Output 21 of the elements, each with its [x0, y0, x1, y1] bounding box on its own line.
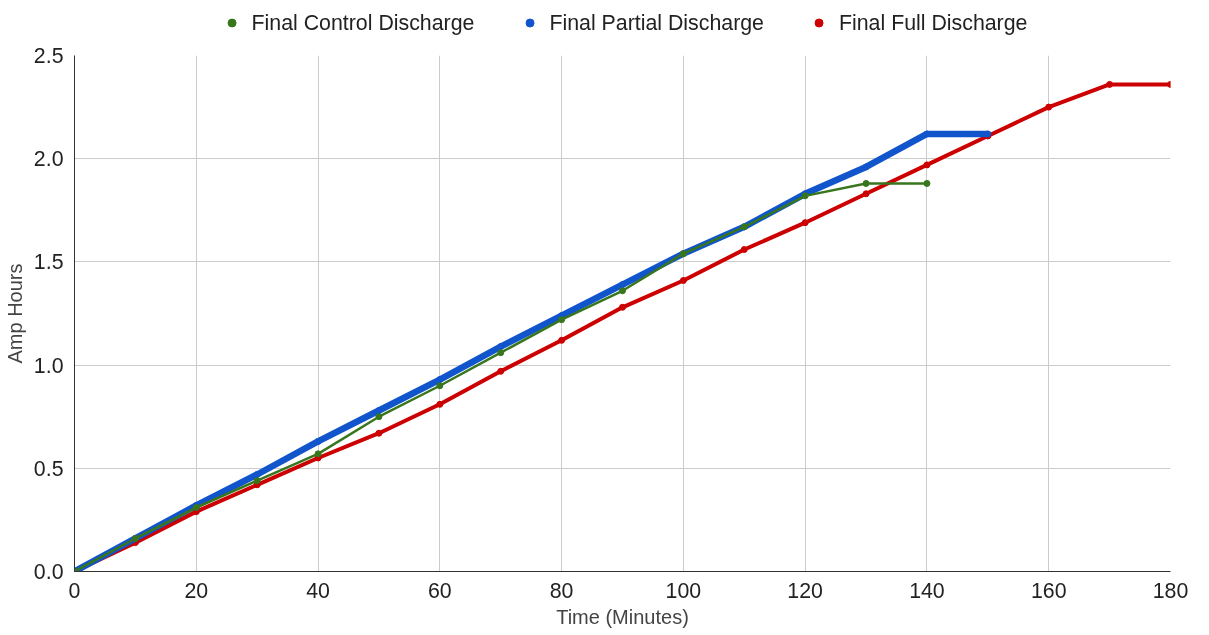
x-tick-label: 20 [184, 578, 209, 603]
legend-label: Final Partial Discharge [549, 10, 764, 35]
x-axis-title: Time (Minutes) [556, 605, 689, 628]
y-tick-label: 2.0 [33, 147, 64, 172]
legend-label: Final Control Discharge [251, 10, 475, 35]
y-tick-label: 1.0 [33, 353, 64, 378]
x-tick-label: 140 [909, 578, 945, 603]
y-tick-label: 0.5 [33, 456, 64, 481]
x-tick-label: 0 [68, 578, 81, 603]
x-tick-label: 100 [665, 578, 702, 603]
x-tick-label: 80 [549, 578, 574, 603]
x-tick-label: 120 [787, 578, 824, 603]
x-tick-label: 160 [1030, 578, 1067, 603]
y-tick-label: 0.0 [33, 560, 64, 584]
y-tick-label: 2.5 [33, 44, 64, 68]
x-tick-label: 40 [306, 578, 331, 603]
x-tick-label: 60 [427, 578, 452, 603]
legend-label: Final Full Discharge [838, 10, 1028, 35]
y-axis-title: Amp Hours [3, 263, 26, 364]
x-tick-label: 180 [1152, 578, 1189, 603]
y-tick-label: 1.5 [33, 250, 64, 275]
